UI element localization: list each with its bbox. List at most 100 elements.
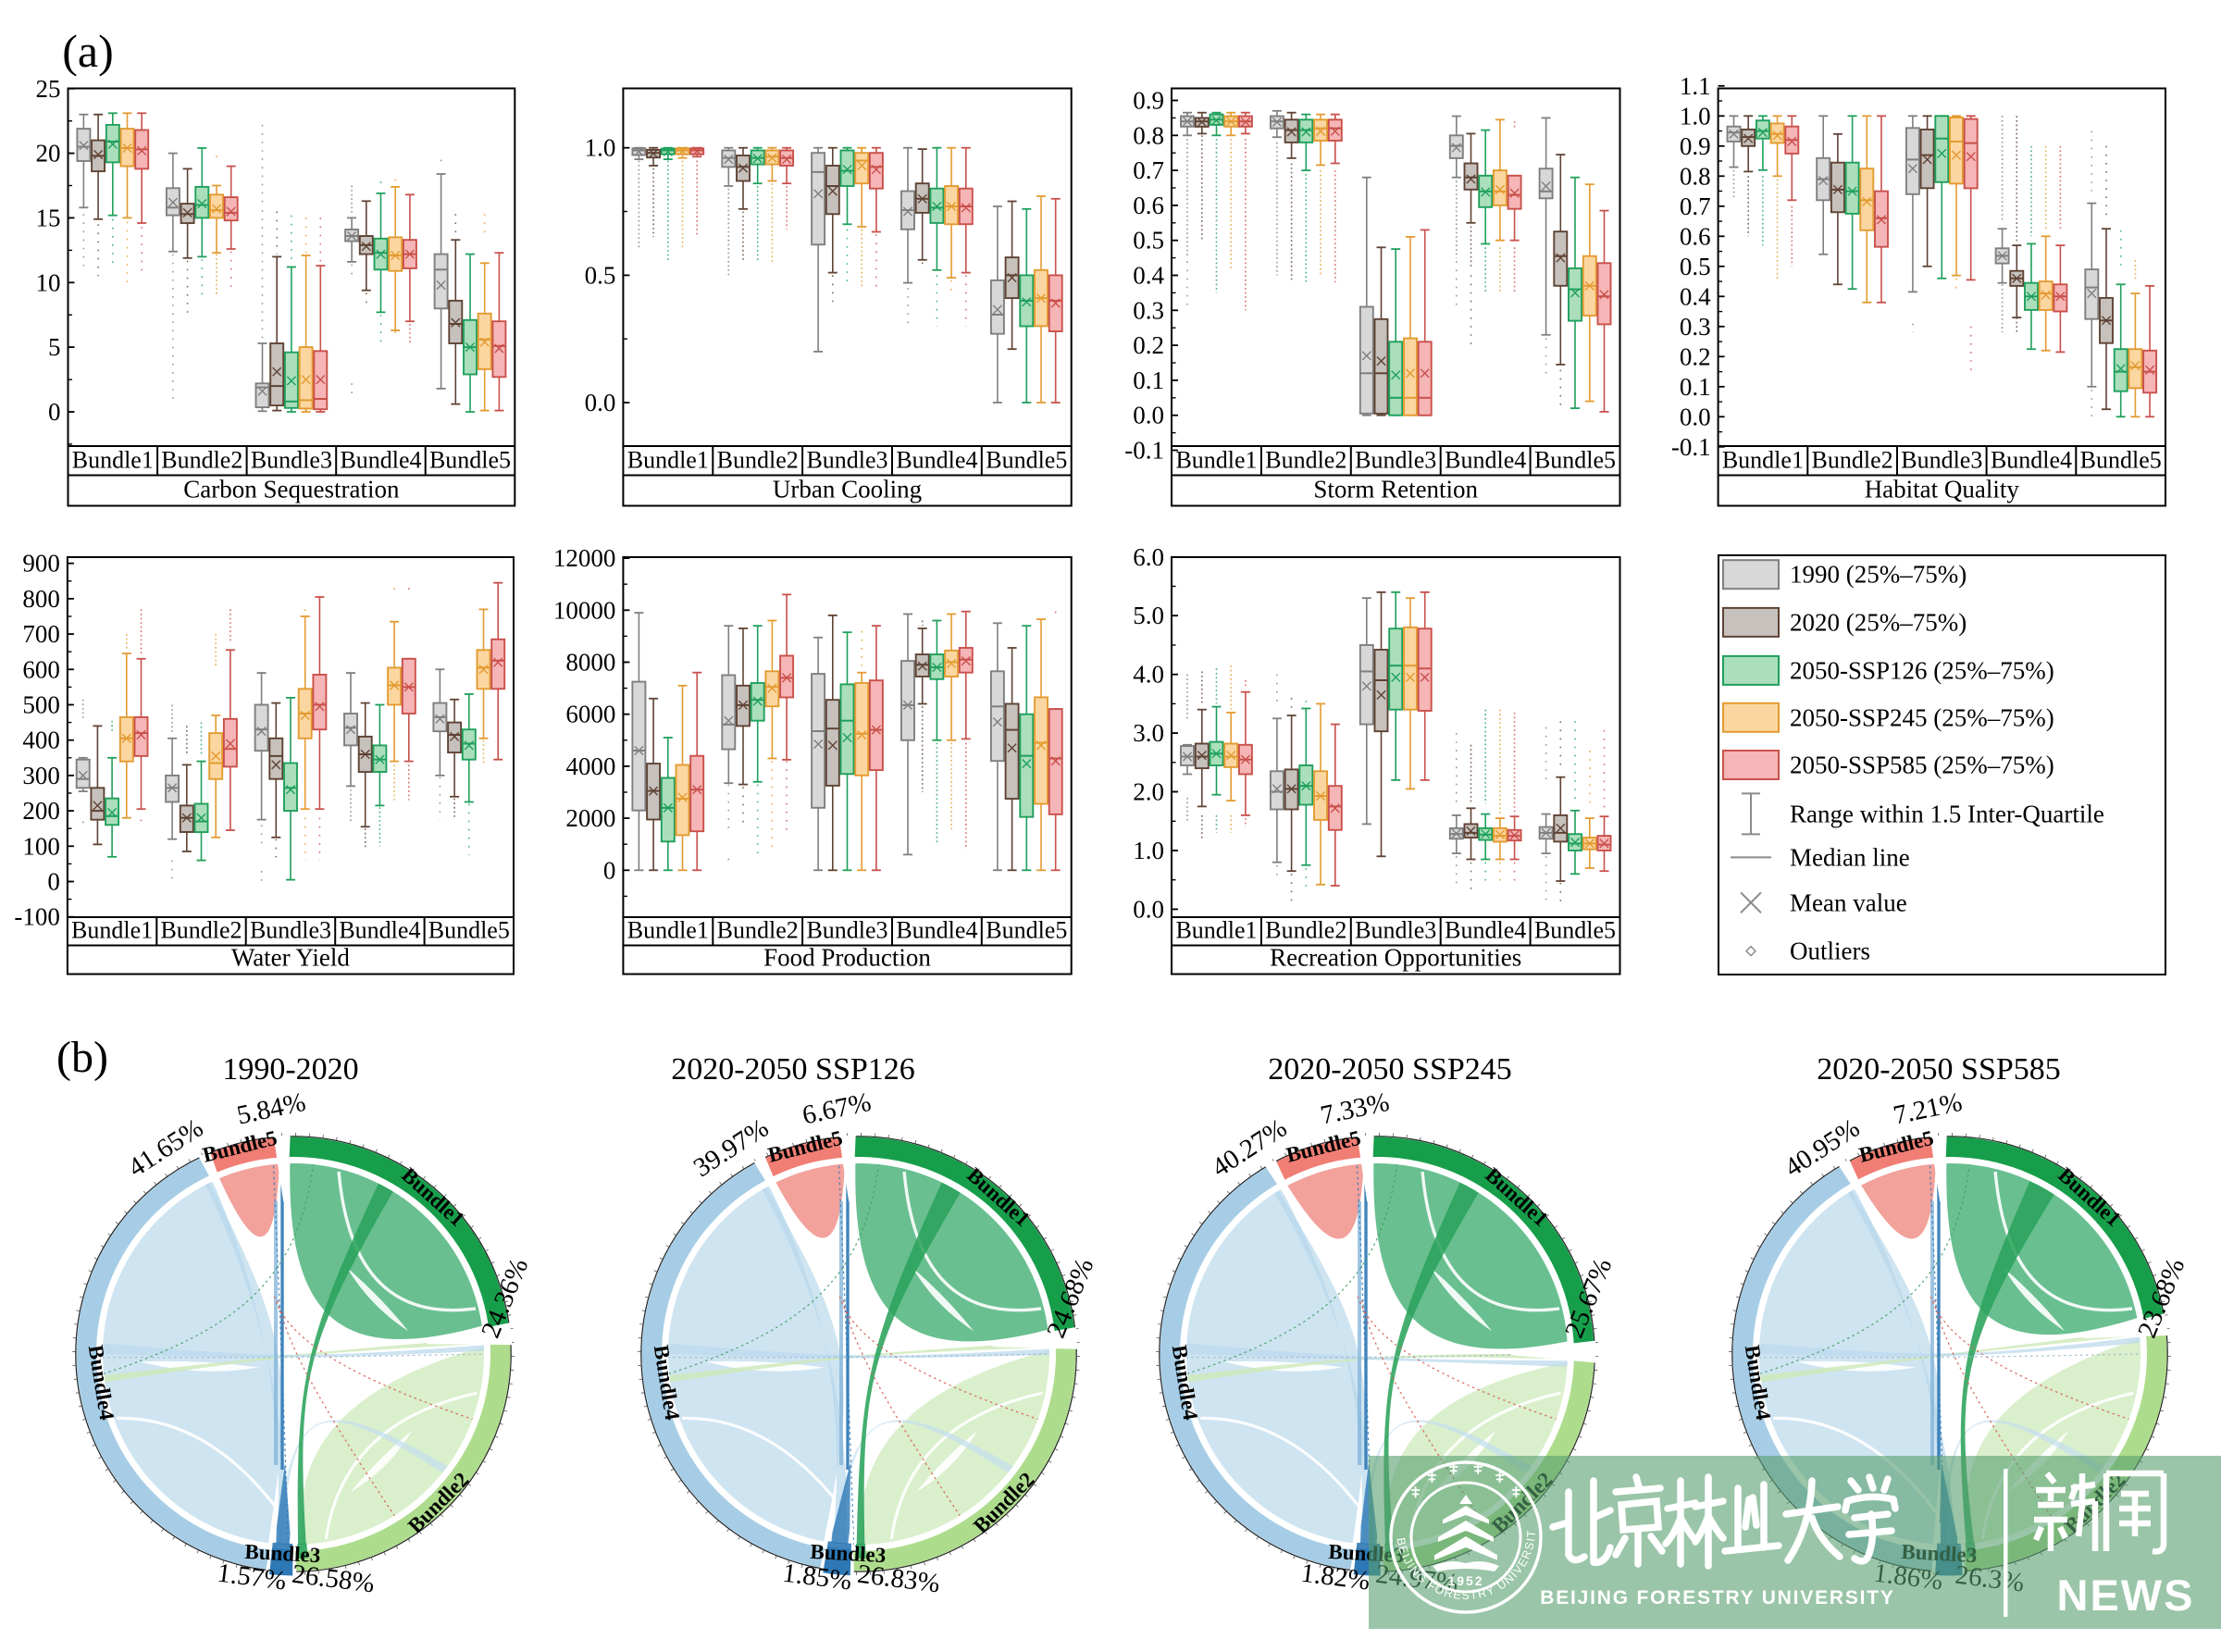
svg-text:Bundle1: Bundle1 [72, 447, 154, 474]
svg-text:0.7: 0.7 [1133, 156, 1164, 184]
svg-text:Mean value: Mean value [1790, 888, 1907, 916]
svg-text:Bundle4: Bundle4 [1445, 917, 1526, 944]
svg-text:Bundle4: Bundle4 [339, 917, 420, 944]
svg-text:0.5: 0.5 [585, 261, 616, 289]
svg-text:BEIJING FORESTRY UNIVERSITY: BEIJING FORESTRY UNIVERSITY [1540, 1587, 1895, 1609]
svg-text:1990 (25%–75%): 1990 (25%–75%) [1790, 561, 1967, 589]
svg-text:0.0: 0.0 [1680, 403, 1711, 430]
svg-text:0.6: 0.6 [1680, 222, 1711, 250]
svg-text:4000: 4000 [565, 752, 615, 780]
svg-text:Bundle3: Bundle3 [1355, 447, 1436, 474]
svg-text:0.2: 0.2 [1680, 342, 1711, 370]
svg-text:Bundle1: Bundle1 [1175, 447, 1257, 474]
svg-text:0.0: 0.0 [585, 389, 616, 416]
svg-text:Bundle2: Bundle2 [1812, 447, 1893, 474]
svg-text:100: 100 [22, 832, 60, 860]
svg-text:0.7: 0.7 [1680, 193, 1711, 220]
svg-text:Bundle5: Bundle5 [1534, 447, 1616, 474]
svg-text:1.0: 1.0 [1133, 837, 1164, 864]
svg-text:600: 600 [22, 655, 60, 683]
svg-text:Habitat Quality: Habitat Quality [1865, 476, 2020, 503]
svg-text:10: 10 [36, 268, 61, 296]
svg-text:Bundle3: Bundle3 [251, 447, 332, 474]
svg-text:Bundle4: Bundle4 [1445, 447, 1526, 474]
svg-text:Bundle3: Bundle3 [1901, 447, 1982, 474]
svg-text:NEWS: NEWS [2057, 1571, 2195, 1620]
svg-text:3.0: 3.0 [1133, 719, 1164, 747]
svg-text:5: 5 [48, 333, 61, 361]
svg-text:Storm Retention: Storm Retention [1313, 476, 1478, 503]
svg-text:0.1: 0.1 [1133, 366, 1164, 394]
svg-text:(b): (b) [56, 1033, 108, 1082]
svg-text:400: 400 [22, 727, 60, 754]
svg-text:Range within 1.5 Inter-Quartil: Range within 1.5 Inter-Quartile [1790, 800, 2104, 827]
svg-text:Bundle4: Bundle4 [896, 917, 977, 944]
svg-text:0: 0 [48, 398, 61, 426]
svg-text:25: 25 [36, 75, 61, 103]
svg-text:0.8: 0.8 [1133, 121, 1164, 149]
svg-text:Bundle5: Bundle5 [2080, 447, 2162, 474]
svg-text:2020-2050 SSP126: 2020-2050 SSP126 [671, 1052, 915, 1087]
svg-text:Bundle1: Bundle1 [627, 447, 709, 474]
svg-text:1990-2020: 1990-2020 [222, 1052, 358, 1087]
svg-text:0.5: 0.5 [1680, 253, 1711, 280]
svg-text:Bundle3: Bundle3 [810, 1540, 887, 1567]
svg-text:0: 0 [47, 868, 60, 896]
svg-text:(a): (a) [62, 25, 114, 77]
svg-text:1.0: 1.0 [1680, 102, 1711, 130]
svg-text:Bundle1: Bundle1 [71, 917, 153, 944]
svg-text:1.0: 1.0 [585, 134, 616, 162]
svg-text:Bundle2: Bundle2 [161, 447, 242, 474]
svg-text:12000: 12000 [553, 544, 616, 572]
svg-text:Bundle3: Bundle3 [806, 447, 887, 474]
svg-text:0: 0 [603, 856, 616, 884]
svg-text:0.2: 0.2 [1133, 331, 1164, 359]
svg-text:Bundle1: Bundle1 [627, 917, 709, 944]
svg-text:500: 500 [22, 691, 60, 719]
svg-text:2020-2050 SSP245: 2020-2050 SSP245 [1268, 1052, 1512, 1087]
svg-text:0.1: 0.1 [1680, 373, 1711, 401]
svg-text:Bundle2: Bundle2 [1265, 917, 1346, 944]
svg-text:300: 300 [22, 762, 60, 789]
svg-text:900: 900 [22, 550, 60, 578]
svg-text:2050-SSP126 (25%–75%): 2050-SSP126 (25%–75%) [1790, 656, 2054, 684]
svg-text:8000: 8000 [565, 649, 615, 677]
svg-text:Bundle2: Bundle2 [160, 917, 242, 944]
svg-text:800: 800 [22, 585, 60, 613]
svg-text:0.3: 0.3 [1680, 313, 1711, 341]
svg-text:2020 (25%–75%): 2020 (25%–75%) [1790, 608, 1967, 636]
svg-text:Bundle4: Bundle4 [340, 447, 421, 474]
svg-text:Urban Cooling: Urban Cooling [773, 476, 922, 503]
svg-text:Water Yield: Water Yield [231, 944, 351, 972]
svg-text:0.4: 0.4 [1680, 282, 1711, 310]
svg-text:Outliers: Outliers [1790, 938, 1870, 965]
svg-text:Bundle2: Bundle2 [717, 917, 799, 944]
svg-text:15: 15 [36, 204, 61, 231]
svg-text:Bundle1: Bundle1 [1722, 447, 1804, 474]
svg-text:0.0: 0.0 [1133, 402, 1164, 429]
svg-text:0.0: 0.0 [1133, 895, 1164, 923]
svg-text:4.0: 4.0 [1133, 661, 1164, 689]
svg-text:Bundle2: Bundle2 [717, 447, 799, 474]
svg-text:6000: 6000 [565, 701, 615, 728]
svg-text:Carbon Sequestration: Carbon Sequestration [183, 476, 400, 503]
svg-text:200: 200 [22, 797, 60, 825]
svg-text:Bundle5: Bundle5 [429, 447, 511, 474]
svg-text:2050-SSP585 (25%–75%): 2050-SSP585 (25%–75%) [1790, 751, 2054, 779]
svg-text:1.1: 1.1 [1680, 72, 1711, 100]
svg-text:2050-SSP245 (25%–75%): 2050-SSP245 (25%–75%) [1790, 703, 2054, 731]
svg-text:Bundle3: Bundle3 [244, 1540, 321, 1567]
svg-text:0.5: 0.5 [1133, 227, 1164, 255]
svg-text:Bundle3: Bundle3 [250, 917, 331, 944]
svg-text:Bundle5: Bundle5 [986, 917, 1067, 944]
svg-text:0.9: 0.9 [1680, 132, 1711, 160]
svg-text:700: 700 [22, 620, 60, 648]
svg-text:Recreation Opportunities: Recreation Opportunities [1270, 944, 1521, 972]
svg-text:-0.1: -0.1 [1124, 437, 1164, 465]
svg-text:Bundle3: Bundle3 [806, 917, 887, 944]
svg-text:Bundle5: Bundle5 [428, 917, 510, 944]
svg-text:-100: -100 [14, 903, 60, 931]
svg-text:0.8: 0.8 [1680, 162, 1711, 190]
svg-text:5.0: 5.0 [1133, 602, 1164, 629]
svg-text:0.3: 0.3 [1133, 296, 1164, 324]
